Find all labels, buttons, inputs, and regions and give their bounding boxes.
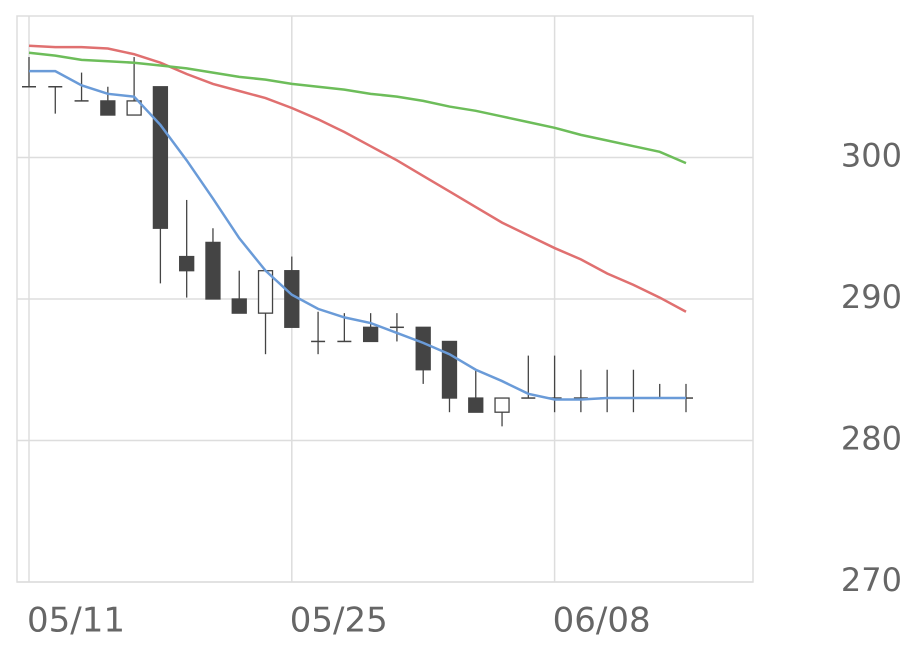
candle-body [126,100,142,116]
candle-body [100,100,116,116]
candle-body [231,298,247,314]
moving-average-line [28,44,687,313]
candle-body [415,326,431,371]
candle-body [284,270,300,328]
y-tick-label: 270 [841,561,902,599]
candle-body [179,255,195,272]
candle-body [441,340,458,399]
candle-body [494,397,510,413]
moving-average-line [28,51,687,165]
y-tick-label: 280 [841,420,902,458]
candle-body [257,270,274,314]
x-tick-label: 05/11 [27,601,125,641]
y-tick-label: 290 [841,278,902,316]
candle-body [152,86,169,229]
candle-body [468,397,484,413]
candle-body [205,241,221,300]
y-tick-label: 300 [841,137,902,175]
candle-body [362,326,379,343]
x-tick-label: 05/25 [290,601,388,641]
moving-average-line [29,69,686,401]
x-tick-label: 06/08 [553,601,651,641]
